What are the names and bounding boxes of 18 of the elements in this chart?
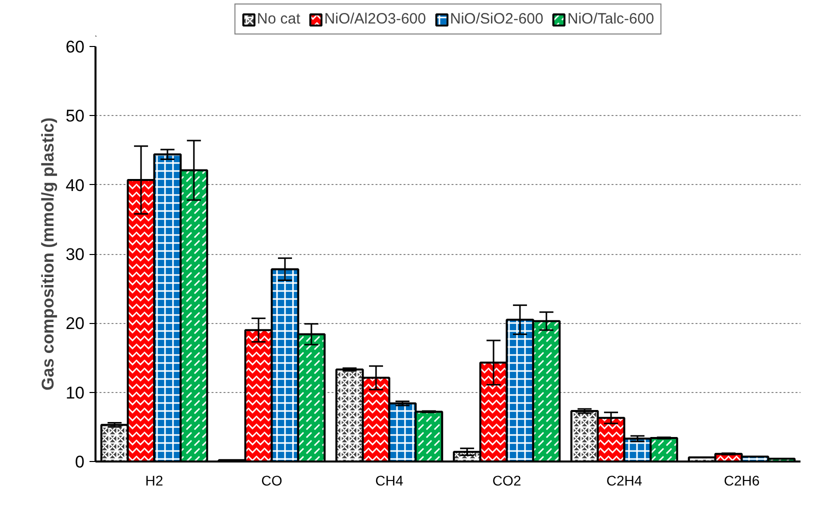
legend-label: NiO/Al2O3-600: [324, 10, 426, 28]
y-tick-label: 50: [66, 106, 85, 126]
legend-label: No cat: [256, 10, 300, 28]
x-tick-label: CO2: [492, 472, 522, 488]
x-tick-label: C2H6: [724, 472, 760, 488]
y-axis-title: Gas composition (mmol/g plastic): [38, 118, 58, 390]
x-tick-label: CH4: [375, 472, 404, 488]
y-tick-label: 30: [66, 245, 85, 264]
y-tick-label: 0: [75, 452, 85, 472]
y-tick-label: 40: [66, 176, 85, 195]
x-tick-label: CO: [261, 472, 282, 488]
x-tick-label: C2H4: [606, 472, 642, 488]
y-tick-label: 20: [66, 314, 85, 334]
legend-label: NiO/Talc-600: [567, 10, 654, 28]
legend-label: NiO/SiO2-600: [450, 10, 544, 28]
y-tick-label: 10: [66, 383, 85, 402]
y-tick-label: 60: [66, 38, 85, 56]
x-tick-label: H2: [145, 472, 164, 488]
